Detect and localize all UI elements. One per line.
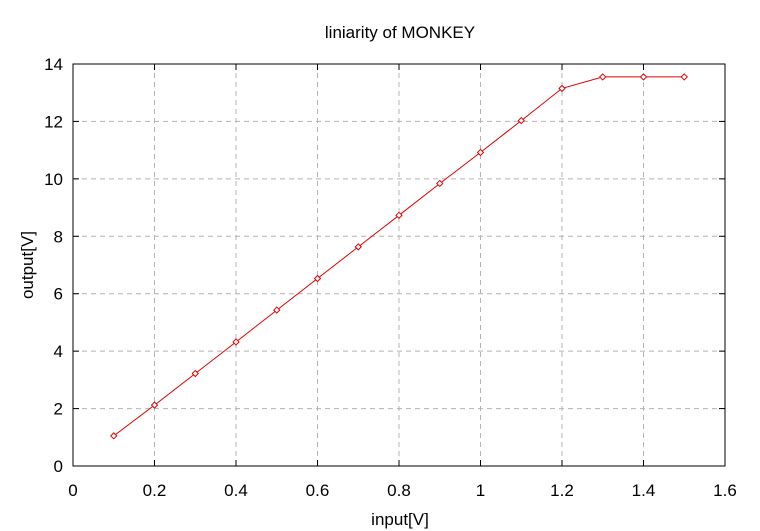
data-point — [150, 401, 159, 409]
data-point — [476, 148, 485, 157]
data-point — [395, 211, 403, 220]
x-tick-label: 1.6 — [713, 481, 737, 500]
y-tick-label: 12 — [44, 112, 63, 131]
x-tick-label: 1.4 — [632, 481, 656, 500]
y-tick-label: 10 — [44, 170, 63, 189]
x-tick-label: 0 — [68, 481, 77, 500]
y-axis-label: output[V] — [18, 231, 37, 299]
x-tick-label: 0.8 — [387, 481, 411, 500]
data-point — [639, 73, 648, 81]
data-point — [313, 274, 322, 283]
data-series — [110, 73, 688, 440]
data-point — [558, 84, 566, 93]
x-tick-label: 0.6 — [306, 481, 330, 500]
x-tick-label: 0.2 — [143, 481, 167, 500]
data-point — [599, 73, 607, 81]
x-axis-label: input[V] — [371, 510, 429, 529]
y-tick-labels: 0 2 4 6 8 10 12 14 — [44, 55, 63, 476]
x-tick-label: 1 — [476, 481, 485, 500]
data-point — [191, 369, 199, 378]
chart-title: liniarity of MONKEY — [325, 23, 475, 42]
data-point — [273, 306, 281, 314]
x-tick-labels: 0 0.2 0.4 0.6 0.8 1 1.2 1.4 1.6 — [68, 481, 737, 500]
axis-ticks — [72, 63, 726, 467]
data-point — [354, 243, 362, 251]
y-tick-label: 4 — [54, 342, 63, 361]
data-point — [110, 432, 118, 440]
x-tick-label: 0.4 — [224, 481, 248, 500]
y-tick-label: 8 — [54, 227, 63, 246]
x-tick-label: 1.2 — [550, 481, 574, 500]
grid-lines — [73, 64, 725, 466]
data-point — [232, 338, 240, 346]
y-tick-label: 6 — [54, 285, 63, 304]
y-tick-label: 2 — [54, 400, 63, 419]
y-tick-label: 14 — [44, 55, 63, 74]
data-point — [436, 179, 444, 188]
data-point — [517, 116, 525, 125]
data-point — [680, 73, 688, 81]
y-tick-label: 0 — [54, 457, 63, 476]
